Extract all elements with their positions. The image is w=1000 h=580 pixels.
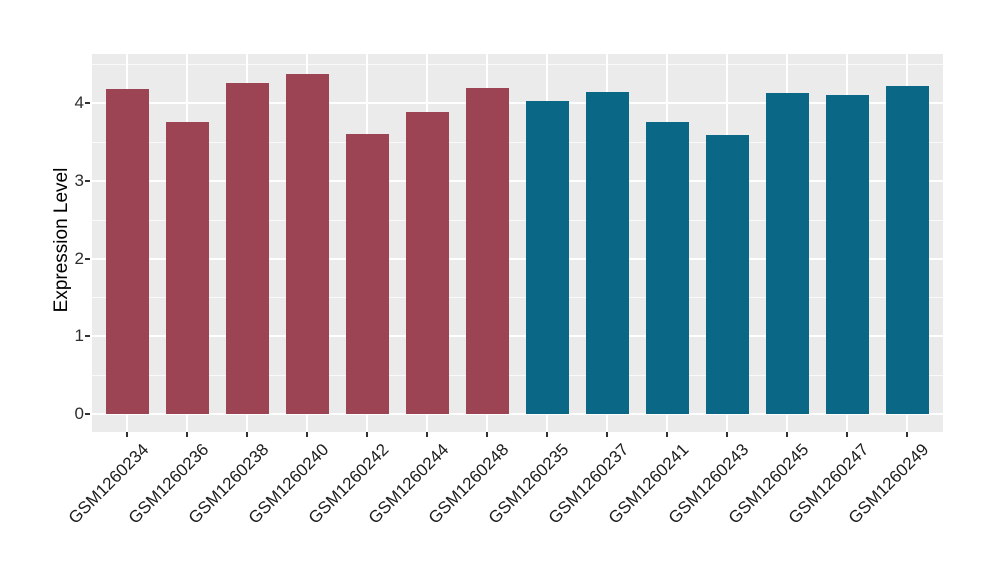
bar (105, 89, 149, 414)
bar (525, 100, 569, 414)
x-tick-mark (486, 432, 488, 437)
bar (465, 88, 509, 414)
major-gridline (92, 179, 943, 182)
bar (285, 74, 329, 414)
major-gridline (92, 102, 943, 104)
y-tick-mark (85, 102, 90, 104)
major-gridline (92, 413, 943, 415)
y-tick-mark (85, 179, 90, 182)
x-tick-mark (606, 432, 608, 437)
plot-panel (92, 54, 943, 432)
x-tick-mark (546, 432, 548, 437)
x-tick-mark (246, 432, 248, 437)
bar (585, 92, 629, 414)
x-tick-mark (906, 432, 908, 437)
x-tick-mark (666, 432, 668, 437)
minor-gridline (92, 297, 943, 299)
bar (405, 111, 449, 414)
bar (705, 134, 749, 414)
y-tick-mark (85, 257, 90, 260)
x-tick-mark (726, 432, 728, 437)
y-tick-label: 2 (74, 248, 84, 268)
bar (225, 82, 269, 414)
bar (645, 121, 689, 414)
minor-gridline (92, 141, 943, 143)
y-tick-label: 0 (74, 404, 84, 423)
bar (825, 95, 869, 414)
x-tick-mark (366, 432, 368, 437)
major-gridline (92, 335, 943, 338)
major-gridline (92, 257, 943, 260)
minor-gridline (92, 219, 943, 221)
x-tick-mark (786, 432, 788, 437)
bar (345, 134, 389, 414)
bar (765, 92, 809, 414)
x-tick-mark (306, 432, 308, 437)
x-tick-mark (846, 432, 848, 437)
bar (165, 121, 209, 414)
y-tick-label: 1 (74, 326, 84, 346)
minor-gridline (92, 375, 943, 377)
bar (885, 85, 929, 414)
y-tick-label: 3 (74, 170, 84, 190)
y-tick-label: 4 (74, 93, 84, 112)
minor-gridline (92, 64, 943, 66)
y-tick-mark (85, 335, 90, 338)
x-tick-mark (126, 432, 128, 437)
x-tick-mark (426, 432, 428, 437)
y-tick-mark (85, 413, 90, 415)
x-tick-mark (186, 432, 188, 437)
